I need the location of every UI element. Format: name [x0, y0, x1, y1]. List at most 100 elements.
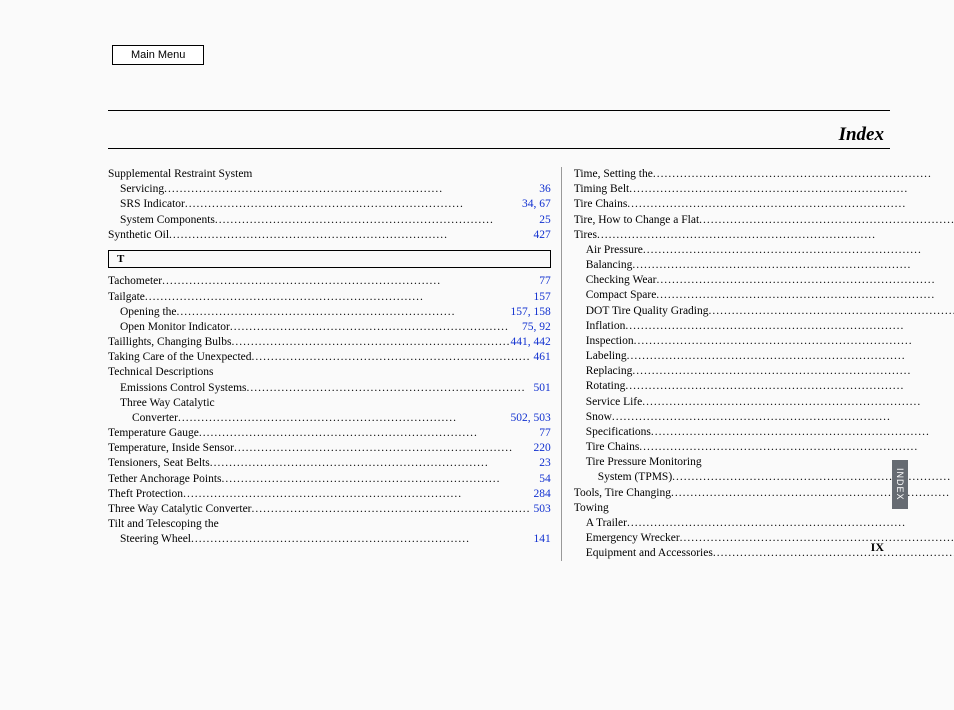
index-entry-label: DOT Tire Quality Grading	[586, 304, 709, 319]
index-entry-label: Tensioners, Seat Belts	[108, 456, 210, 471]
index-entry-pages: 502, 503	[510, 411, 550, 426]
page-link[interactable]: 75	[522, 321, 534, 333]
index-entry: Service Life ...........................…	[574, 395, 954, 410]
index-entry: Checking Wear ..........................…	[574, 273, 954, 288]
index-entry: Snow ...................................…	[574, 410, 954, 425]
index-entry: SRS Indicator ..........................…	[108, 197, 551, 212]
page-link[interactable]: 77	[539, 275, 551, 287]
page-link[interactable]: 158	[533, 306, 550, 318]
index-entry-pages: 427	[533, 228, 550, 243]
index-entry-label: Steering Wheel	[120, 532, 191, 547]
index-entry-pages: 54	[539, 472, 551, 487]
leader-dots: ........................................…	[653, 167, 954, 182]
leader-dots: ........................................…	[231, 335, 510, 350]
index-entry: Converter ..............................…	[108, 411, 551, 426]
main-menu-button[interactable]: Main Menu	[112, 45, 204, 65]
page-link[interactable]: 36	[539, 183, 551, 195]
page-link[interactable]: 25	[539, 214, 551, 226]
index-entry-group: Three Way Catalytic	[108, 396, 551, 411]
index-entry: Tire Chains ............................…	[574, 440, 954, 455]
index-entry-pages: 157	[533, 290, 550, 305]
leader-dots: ........................................…	[680, 531, 954, 546]
leader-dots: ........................................…	[612, 410, 954, 425]
index-entry-label: Tilt and Telescoping the	[108, 517, 219, 532]
page-link[interactable]: 503	[533, 412, 550, 424]
index-entry: Tensioners, Seat Belts .................…	[108, 456, 551, 471]
leader-dots: ........................................…	[597, 228, 954, 243]
index-entry-label: Technical Descriptions	[108, 365, 214, 380]
index-entry: Synthetic Oil ..........................…	[108, 228, 551, 243]
page-link[interactable]: 23	[539, 457, 551, 469]
page-link[interactable]: 220	[533, 442, 550, 454]
leader-dots: ........................................…	[210, 456, 539, 471]
page-link[interactable]: 502	[510, 412, 527, 424]
leader-dots: ........................................…	[183, 487, 533, 502]
index-entry: Temperature, Inside Sensor .............…	[108, 441, 551, 456]
index-entry-pages: 157, 158	[510, 305, 550, 320]
index-entry: Specifications .........................…	[574, 425, 954, 440]
index-entry: Inspection .............................…	[574, 334, 954, 349]
index-entry: Emergency Wrecker ......................…	[574, 531, 954, 546]
index-entry-label: Synthetic Oil	[108, 228, 169, 243]
leader-dots: ........................................…	[169, 228, 533, 243]
page-link[interactable]: 284	[533, 488, 550, 500]
page-link[interactable]: 157	[510, 306, 527, 318]
page-link[interactable]: 441	[510, 336, 527, 348]
page-link[interactable]: 77	[539, 427, 551, 439]
index-entry-label: Checking Wear	[586, 273, 657, 288]
index-entry-label: SRS Indicator	[120, 197, 185, 212]
leader-dots: ........................................…	[643, 243, 954, 258]
page-link[interactable]: 501	[533, 382, 550, 394]
index-entry-label: Tire Chains	[586, 440, 640, 455]
index-entry-label: Taking Care of the Unexpected	[108, 350, 252, 365]
page-link[interactable]: 92	[539, 321, 551, 333]
page-title: Index	[839, 124, 884, 146]
leader-dots: ........................................…	[629, 182, 954, 197]
index-entry-label: Inflation	[586, 319, 626, 334]
leader-dots: ........................................…	[627, 516, 954, 531]
index-entry: Taillights, Changing Bulbs .............…	[108, 335, 551, 350]
page-link[interactable]: 442	[533, 336, 550, 348]
leader-dots: ........................................…	[191, 532, 533, 547]
index-entry-pages: 503	[533, 502, 550, 517]
index-entry-label: Tire Chains	[574, 197, 628, 212]
index-entry-label: Open Monitor Indicator	[120, 320, 230, 335]
index-entry: Inflation ..............................…	[574, 319, 954, 334]
index-entry: A Trailer ..............................…	[574, 516, 954, 531]
index-entry-pages: 75, 92	[522, 320, 551, 335]
header-rule-top	[108, 110, 890, 111]
page-link[interactable]: 503	[533, 503, 550, 515]
index-entry-label: Snow	[586, 410, 612, 425]
index-entry-pages: 36	[539, 182, 551, 197]
page-link[interactable]: 54	[539, 473, 551, 485]
page-link[interactable]: 427	[533, 229, 550, 241]
side-tab-index: INDEX	[892, 460, 908, 509]
index-entry-label: Replacing	[586, 364, 633, 379]
index-entry: Air Pressure ...........................…	[574, 243, 954, 258]
index-entry-label: Supplemental Restraint System	[108, 167, 252, 182]
page-link[interactable]: 67	[539, 198, 551, 210]
index-entry-label: System Components	[120, 213, 215, 228]
leader-dots: ........................................…	[215, 213, 539, 228]
page-link[interactable]: 461	[533, 351, 550, 363]
index-entry: DOT Tire Quality Grading ...............…	[574, 304, 954, 319]
index-entry-label: Rotating	[586, 379, 626, 394]
leader-dots: ........................................…	[627, 349, 954, 364]
leader-dots: ........................................…	[642, 395, 954, 410]
leader-dots: ........................................…	[185, 197, 522, 212]
index-entry-label: Tools, Tire Changing	[574, 486, 671, 501]
leader-dots: ........................................…	[656, 288, 954, 303]
page-link[interactable]: 34	[522, 198, 534, 210]
index-entry: Time, Setting the ......................…	[574, 167, 954, 182]
index-entry: Timing Belt ............................…	[574, 182, 954, 197]
index-entry-pages: 441, 442	[510, 335, 550, 350]
leader-dots: ........................................…	[671, 486, 954, 501]
leader-dots: ........................................…	[699, 213, 954, 228]
index-entry-pages: 77	[539, 426, 551, 441]
index-entry-group: Technical Descriptions	[108, 365, 551, 380]
index-entry-label: Compact Spare	[586, 288, 657, 303]
index-entry: Taking Care of the Unexpected ..........…	[108, 350, 551, 365]
page-link[interactable]: 141	[533, 533, 550, 545]
leader-dots: ........................................…	[247, 381, 534, 396]
page-link[interactable]: 157	[533, 291, 550, 303]
